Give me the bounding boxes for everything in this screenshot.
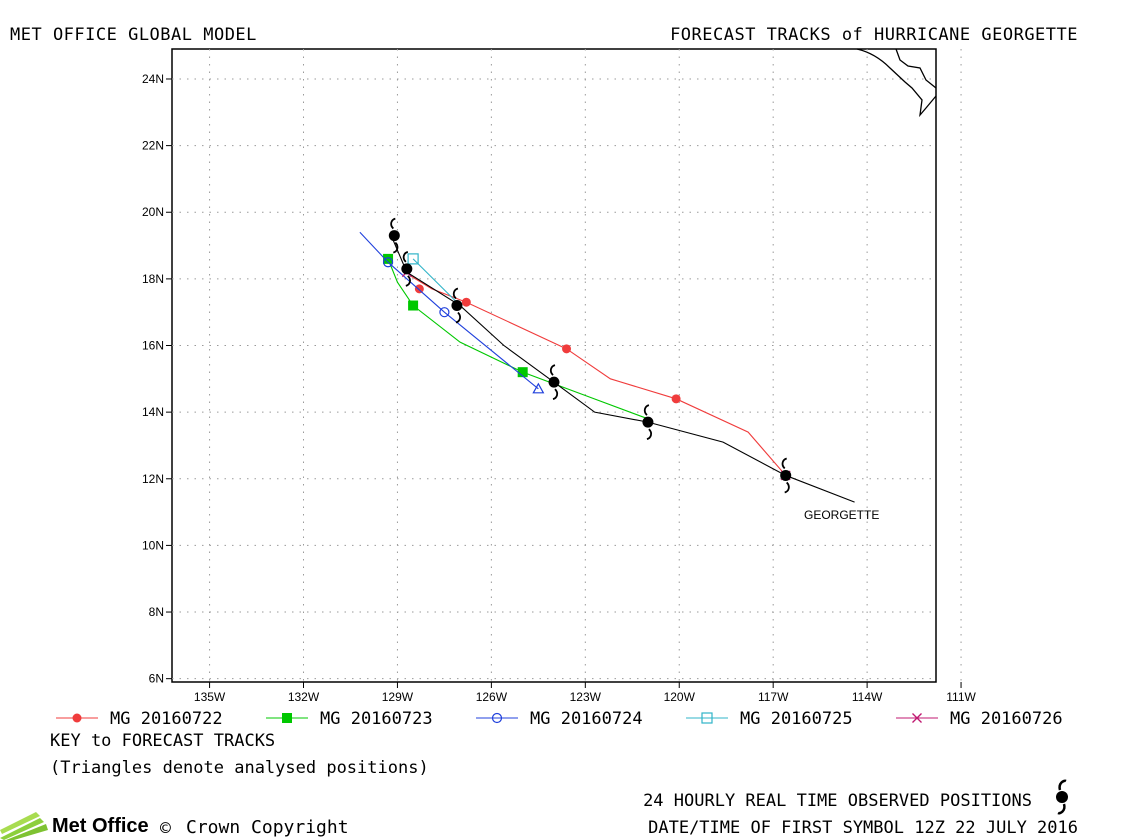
observed-track-line: [390, 235, 855, 503]
x-tick-label: 114W: [852, 690, 883, 704]
legend-item: MG 20160723: [266, 709, 433, 729]
legend-label: MG 20160726: [950, 709, 1063, 729]
y-tick-label: 12N: [142, 472, 164, 486]
hurricane-position-icon: [642, 404, 654, 441]
analysed-position: [532, 382, 545, 394]
key-title: KEY to FORECAST TRACKS: [50, 731, 275, 751]
chart-title: FORECAST TRACKS of HURRICANE GEORGETTE: [670, 25, 1078, 45]
track-point: [461, 297, 471, 307]
x-tick-label: 111W: [946, 690, 976, 704]
y-tick-label: 8N: [149, 605, 164, 619]
storm-name-label: GEORGETTE: [804, 508, 879, 522]
track-point: [671, 394, 681, 404]
y-tick-label: 16N: [142, 339, 164, 353]
observed-track: [388, 217, 855, 503]
legend-label: MG 20160722: [110, 709, 223, 729]
track-point: [407, 253, 419, 265]
track-point: [382, 257, 394, 268]
hurricane-position-icon: [451, 287, 463, 324]
model-title: MET OFFICE GLOBAL MODEL: [10, 25, 257, 45]
track-point: [408, 300, 419, 311]
hurricane-position-icon: [401, 251, 413, 287]
met-office-swoosh-icon: [0, 812, 48, 840]
y-tick-label: 18N: [142, 272, 164, 286]
legend-marker: [282, 713, 292, 723]
track-point: [439, 307, 450, 318]
legend-label: MG 20160723: [320, 709, 433, 729]
legend-item: MG 20160725: [686, 709, 853, 729]
legend-item: MG 20160722: [56, 709, 223, 729]
y-axis: 6N 8N 10N 12N 14N 16N 18N 20N 22N 24N: [142, 72, 172, 686]
met-office-logo: Met Office: [0, 812, 149, 840]
track-line: [359, 231, 539, 390]
copyright-symbol: ©: [160, 818, 171, 839]
legend-marker: [912, 713, 922, 723]
y-tick-label: 14N: [142, 405, 164, 419]
gridlines: [172, 49, 962, 682]
first-symbol-datetime: DATE/TIME OF FIRST SYMBOL 12Z 22 JULY 20…: [648, 818, 1078, 838]
met-office-brand: Met Office: [52, 815, 149, 837]
legend-label: MG 20160725: [740, 709, 853, 729]
hurricane-symbol-icon: [1056, 779, 1068, 815]
y-tick-label: 22N: [142, 139, 164, 153]
x-tick-label: 135W: [194, 690, 226, 704]
hurricane-position-icon: [780, 457, 792, 494]
track-series: [383, 253, 649, 420]
legend-label: MG 20160724: [530, 709, 643, 729]
copyright-text: Crown Copyright: [186, 817, 349, 838]
track-line: [412, 258, 461, 306]
plot-frame: [171, 48, 937, 683]
x-tick-label: 120W: [664, 690, 696, 704]
track-series: [407, 253, 461, 306]
track-point: [562, 344, 572, 354]
y-tick-label: 20N: [142, 205, 164, 219]
legend-item: MG 20160726: [896, 709, 1063, 729]
legend-marker: [701, 712, 713, 724]
track-point: [517, 367, 528, 378]
x-axis: 135W 132W 129W 126W 123W 120W 117W 114W 111W: [194, 682, 977, 704]
forecast-tracks: [359, 231, 791, 481]
track-point: [383, 253, 394, 264]
hurricane-position-icon: [388, 217, 400, 254]
observed-positions-note: 24 HOURLY REAL TIME OBSERVED POSITIONS: [643, 791, 1032, 811]
coastline: [856, 48, 937, 118]
legend-marker: [72, 713, 82, 723]
x-tick-label: 117W: [758, 690, 789, 704]
legend-item: MG 20160724: [476, 709, 643, 729]
x-tick-label: 123W: [570, 690, 602, 704]
y-tick-label: 10N: [142, 538, 164, 552]
key-note: (Triangles denote analysed positions): [50, 758, 429, 778]
y-tick-label: 24N: [142, 72, 164, 86]
x-tick-label: 129W: [382, 690, 414, 704]
track-series: [359, 231, 545, 394]
y-tick-label: 6N: [149, 672, 164, 686]
track-point: [414, 284, 424, 294]
track-line: [387, 258, 649, 420]
x-tick-label: 126W: [476, 690, 508, 704]
legend-marker: [491, 712, 503, 724]
x-tick-label: 132W: [288, 690, 320, 704]
legend: MG 20160722 MG 20160723 MG 20160724 MG 2016…: [56, 709, 1063, 729]
hurricane-position-icon: [548, 364, 560, 401]
